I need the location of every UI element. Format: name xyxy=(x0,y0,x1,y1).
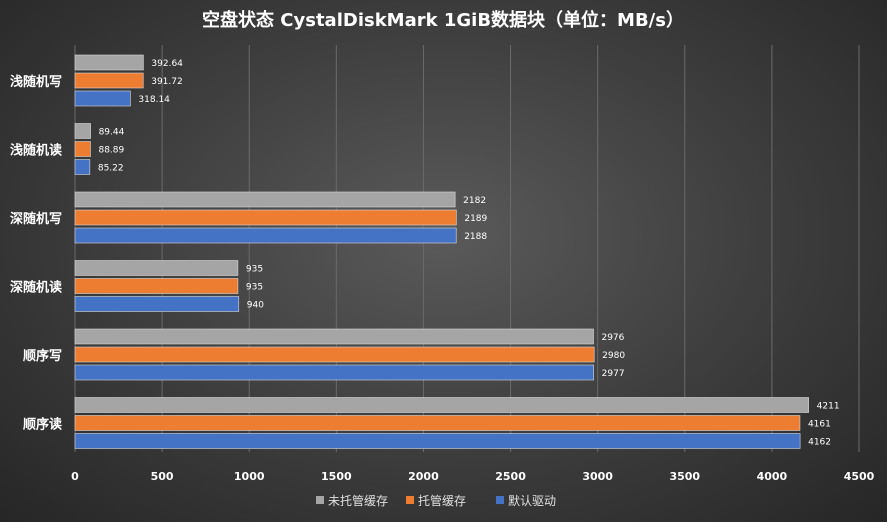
category-label: 顺序写 xyxy=(23,348,62,364)
data-label: 392.64 xyxy=(151,59,183,69)
data-label: 2182 xyxy=(463,196,486,206)
data-label: 935 xyxy=(246,265,263,275)
data-label: 85.22 xyxy=(98,164,124,174)
legend-swatch xyxy=(406,496,414,504)
legend-swatch xyxy=(316,496,324,504)
bar xyxy=(74,397,809,413)
bar xyxy=(74,433,801,449)
bar xyxy=(74,159,91,175)
data-label: 2976 xyxy=(601,333,624,343)
bar xyxy=(74,141,91,157)
x-tick-label: 0 xyxy=(71,470,79,483)
bar xyxy=(74,54,144,71)
x-tick-label: 4500 xyxy=(844,470,875,483)
data-label: 2189 xyxy=(464,214,487,224)
data-label: 4211 xyxy=(817,402,840,412)
bar xyxy=(74,278,239,294)
category-label: 浅随机写 xyxy=(10,74,62,90)
data-label: 2977 xyxy=(602,369,625,379)
data-label: 940 xyxy=(247,301,264,311)
category-label: 深随机写 xyxy=(10,211,62,227)
category-label: 顺序读 xyxy=(23,417,62,433)
bar xyxy=(74,209,457,226)
category-label: 浅随机读 xyxy=(10,143,62,159)
x-tick-label: 1000 xyxy=(234,470,265,483)
x-tick-label: 3000 xyxy=(582,470,613,483)
bar xyxy=(74,296,240,312)
data-label: 4161 xyxy=(808,420,831,430)
bar xyxy=(74,227,457,244)
legend-swatch xyxy=(496,496,504,504)
data-label: 391.72 xyxy=(151,77,183,87)
x-tick-label: 3500 xyxy=(669,470,700,483)
bar xyxy=(74,191,456,208)
x-tick-label: 2000 xyxy=(408,470,439,483)
data-label: 2980 xyxy=(602,351,625,361)
legend: 未托管缓存 托管缓存 默认驱动 xyxy=(316,493,556,508)
data-labels: 392.64 391.72 318.14 89.44 88.89 85.22 2182 218… xyxy=(98,59,840,448)
bar xyxy=(74,415,801,431)
data-label: 318.14 xyxy=(138,95,170,105)
category-label: 深随机读 xyxy=(10,280,62,296)
x-tick-label: 4000 xyxy=(757,470,788,483)
legend-label: 托管缓存 xyxy=(418,493,466,508)
bar xyxy=(74,364,594,381)
data-label: 89.44 xyxy=(99,128,125,138)
data-label: 2188 xyxy=(464,232,487,242)
x-tick-label: 500 xyxy=(151,470,174,483)
bar xyxy=(74,346,595,363)
data-label: 88.89 xyxy=(98,146,124,156)
x-axis-ticks: 0 500 1000 1500 2000 2500 3000 3500 4000 4500 xyxy=(71,470,874,483)
bar xyxy=(74,260,239,276)
bars xyxy=(74,54,809,449)
bar xyxy=(74,328,594,345)
bar xyxy=(74,72,144,89)
legend-label: 默认驱动 xyxy=(508,493,556,508)
bar xyxy=(74,123,91,139)
gridlines xyxy=(74,45,860,452)
x-tick-label: 1500 xyxy=(321,470,352,483)
data-label: 935 xyxy=(246,283,263,293)
chart-title: 空盘状态 CystalDiskMark 1GiB数据块（单位：MB/s） xyxy=(202,9,684,31)
legend-label: 未托管缓存 xyxy=(328,493,388,508)
bar xyxy=(74,90,131,107)
x-tick-label: 2500 xyxy=(495,470,526,483)
data-label: 4162 xyxy=(808,438,831,448)
